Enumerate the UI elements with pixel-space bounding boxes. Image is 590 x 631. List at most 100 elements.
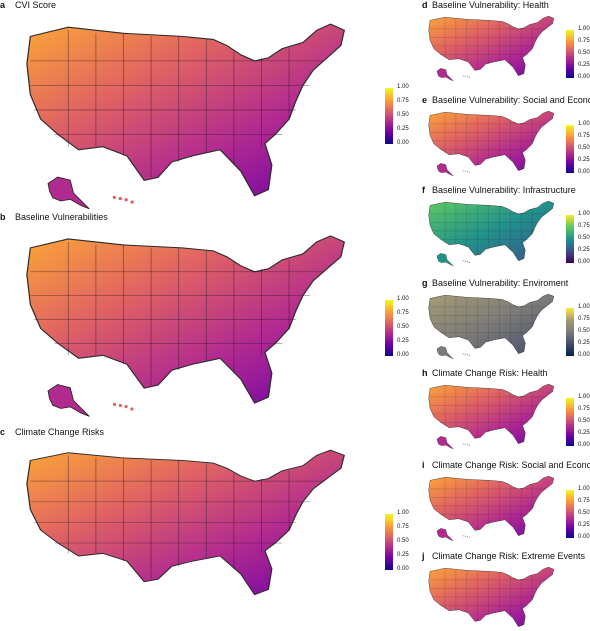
legend-i: 1.00 0.75 0.50 0.25 0.00 — [566, 486, 590, 542]
hawaii-inset — [112, 195, 134, 204]
colorbar — [566, 30, 574, 78]
colorbar-tick-label: 0.50 — [578, 50, 590, 56]
us-map-c — [26, 449, 345, 596]
state-boundaries — [430, 113, 546, 165]
colorbar-tick-label: 0.50 — [397, 112, 409, 118]
colorbar-tick-label: 0.00 — [578, 534, 590, 540]
colorbar-tick-label: 1.00 — [578, 486, 590, 492]
alaska-inset — [436, 436, 454, 450]
panel-letter: g — [422, 278, 428, 288]
legend-g: 1.00 0.75 0.50 0.25 0.00 — [566, 304, 590, 360]
state-boundaries — [430, 203, 546, 255]
panel-title: Climate Change Risk: Extreme Events — [432, 551, 586, 561]
us-map-d — [428, 15, 555, 76]
colorbar-tick-label: 0.50 — [578, 418, 590, 424]
colorbar-tick-label: 0.50 — [578, 328, 590, 334]
hawaii-inset — [462, 353, 471, 357]
colorbar-tick-label: 1.00 — [397, 510, 409, 516]
panel-letter: c — [0, 427, 6, 437]
panel-title: Climate Change Risks — [15, 427, 105, 437]
alaska-inset — [436, 528, 454, 542]
colorbar-tick-label: 0.50 — [397, 324, 409, 330]
panel-title: Climate Change Risk: Social and Economic — [432, 460, 590, 470]
legend-a: 1.00 0.75 0.50 0.25 0.00 — [385, 84, 411, 148]
us-map-a — [26, 23, 345, 197]
hawaii-inset — [462, 535, 471, 539]
us-map-j — [428, 566, 555, 627]
colorbar-tick-label: 0.25 — [578, 247, 590, 253]
colorbar — [385, 514, 393, 570]
us-map-b — [26, 235, 345, 404]
colorbar-tick-label: 1.00 — [397, 84, 409, 90]
colorbar-tick-label: 0.25 — [578, 340, 590, 346]
colorbar-tick-label: 0.50 — [578, 145, 590, 151]
alaska-inset — [436, 346, 454, 360]
alaska-inset — [436, 253, 454, 267]
colorbar-tick-label: 0.50 — [397, 538, 409, 544]
contiguous-us-shape — [428, 200, 555, 261]
colorbar-tick-label: 0.75 — [578, 406, 590, 412]
us-map-g — [428, 293, 555, 354]
legend-h: 1.00 0.75 0.50 0.25 0.00 — [566, 394, 590, 450]
contiguous-us-shape — [428, 15, 555, 76]
us-map-i — [428, 475, 555, 536]
panel-title: CVI Score — [15, 0, 57, 10]
alaska-inset — [436, 68, 454, 82]
contiguous-us-shape — [26, 23, 345, 197]
hawaii-inset — [462, 75, 471, 79]
alaska-inset — [436, 163, 454, 177]
colorbar-tick-label: 1.00 — [578, 394, 590, 400]
colorbar-tick-label: 1.00 — [578, 121, 590, 127]
state-boundaries — [430, 18, 546, 70]
legend-e: 1.00 0.75 0.50 0.25 0.00 — [566, 121, 590, 177]
panel-title: Climate Change Risk: Health — [432, 368, 548, 378]
us-map-e — [428, 110, 555, 171]
colorbar-tick-label: 0.50 — [578, 510, 590, 516]
panel-letter: i — [422, 460, 425, 470]
state-boundaries — [430, 386, 546, 438]
us-map-h — [428, 383, 555, 444]
colorbar — [385, 300, 393, 356]
colorbar-tick-label: 0.75 — [578, 498, 590, 504]
contiguous-us-shape — [428, 110, 555, 171]
colorbar-tick-label: 0.75 — [397, 310, 409, 316]
contiguous-us-shape — [428, 293, 555, 354]
panel-title: Baseline Vulnerability: Enviroment — [432, 278, 569, 288]
panel-title: Baseline Vulnerability: Health — [432, 0, 549, 10]
alaska-inset — [47, 383, 90, 417]
contiguous-us-shape — [26, 235, 345, 404]
panel-letter: j — [422, 551, 425, 561]
panel-title: Baseline Vulnerability: Social and Econo… — [432, 95, 590, 105]
colorbar — [566, 215, 574, 263]
colorbar-tick-label: 0.00 — [578, 259, 590, 265]
panel-letter: e — [422, 95, 428, 105]
colorbar-tick-label: 0.75 — [578, 223, 590, 229]
colorbar-tick-label: 1.00 — [397, 296, 409, 302]
colorbar-tick-label: 0.00 — [578, 169, 590, 175]
state-boundaries — [430, 478, 546, 530]
colorbar-tick-label: 0.75 — [578, 316, 590, 322]
panel-title: Baseline Vulnerabilities — [15, 212, 108, 222]
colorbar-tick-label: 0.25 — [578, 522, 590, 528]
colorbar-tick-label: 0.25 — [397, 338, 409, 344]
colorbar-tick-label: 0.25 — [578, 62, 590, 68]
hawaii-inset — [462, 260, 471, 264]
colorbar-tick-label: 1.00 — [578, 304, 590, 310]
hawaii-inset — [462, 170, 471, 174]
colorbar-tick-label: 0.00 — [397, 140, 409, 146]
panel-letter: d — [422, 0, 428, 10]
colorbar — [566, 125, 574, 173]
alaska-inset — [47, 176, 90, 210]
colorbar-tick-label: 0.75 — [397, 98, 409, 104]
colorbar-tick-label: 0.25 — [578, 430, 590, 436]
panel-letter: a — [0, 0, 6, 10]
colorbar-tick-label: 1.00 — [578, 26, 590, 32]
state-boundaries — [30, 241, 324, 386]
state-boundaries — [430, 296, 546, 348]
colorbar-tick-label: 0.75 — [578, 133, 590, 139]
panel-letter: b — [0, 212, 6, 222]
contiguous-us-shape — [428, 475, 555, 536]
state-boundaries — [30, 30, 324, 178]
colorbar-tick-label: 0.00 — [397, 566, 409, 572]
colorbar-tick-label: 0.50 — [578, 235, 590, 241]
